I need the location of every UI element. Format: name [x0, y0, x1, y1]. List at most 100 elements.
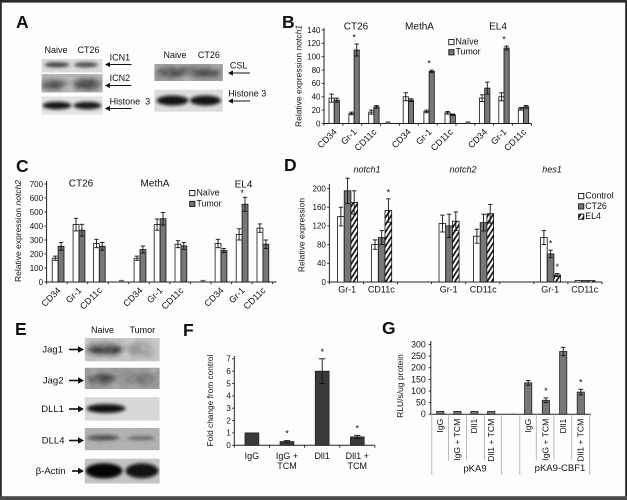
svg-text:IgG +: IgG + — [276, 451, 298, 461]
svg-text:notch1: notch1 — [353, 165, 380, 175]
svg-text:Relative expression notch1: Relative expression notch1 — [294, 25, 304, 127]
svg-text:notch2: notch2 — [449, 165, 476, 175]
svg-text:*: * — [502, 35, 506, 45]
svg-text:5: 5 — [226, 379, 231, 388]
svg-text:Jag2: Jag2 — [43, 376, 64, 387]
svg-text:250: 250 — [411, 351, 426, 361]
svg-text:*: * — [427, 59, 431, 69]
svg-text:*: * — [544, 386, 548, 396]
svg-text:40: 40 — [312, 93, 321, 102]
svg-text:CT26: CT26 — [198, 50, 220, 60]
svg-text:2: 2 — [226, 416, 231, 425]
svg-text:Dll1 + TCM: Dll1 + TCM — [576, 419, 586, 462]
svg-text:IgG + TCM: IgG + TCM — [541, 419, 551, 461]
svg-text:β-Actin: β-Actin — [36, 466, 66, 477]
svg-text:Gr-1: Gr-1 — [440, 285, 458, 295]
svg-text:G: G — [382, 318, 396, 338]
svg-text:100: 100 — [411, 386, 426, 396]
svg-text:300: 300 — [411, 340, 426, 350]
svg-text:200: 200 — [313, 184, 327, 193]
svg-text:Relative expression notch2: Relative expression notch2 — [13, 180, 23, 282]
svg-text:Dll1: Dll1 — [558, 418, 568, 433]
svg-text:150: 150 — [411, 374, 426, 384]
svg-text:Dll1: Dll1 — [314, 451, 330, 461]
svg-text:Naive: Naive — [91, 325, 114, 335]
svg-text:40: 40 — [317, 259, 326, 268]
svg-text:D: D — [284, 155, 297, 175]
svg-text:Dll1: Dll1 — [469, 418, 479, 433]
svg-text:100: 100 — [30, 264, 44, 273]
svg-text:*: * — [549, 239, 553, 249]
svg-text:*: * — [387, 187, 391, 197]
svg-text:DLL1: DLL1 — [41, 404, 64, 415]
svg-text:0: 0 — [316, 119, 321, 128]
svg-text:60: 60 — [312, 79, 321, 88]
svg-text:0: 0 — [226, 441, 231, 450]
svg-text:20: 20 — [312, 106, 321, 115]
svg-text:MethA: MethA — [141, 179, 170, 190]
svg-text:*: * — [320, 347, 324, 357]
svg-text:TCM: TCM — [277, 461, 297, 471]
svg-text:B: B — [282, 12, 295, 32]
svg-text:500: 500 — [30, 208, 44, 217]
svg-text:pKA9-CBF1: pKA9-CBF1 — [535, 463, 586, 474]
svg-text:CT26: CT26 — [344, 22, 369, 33]
svg-text:200: 200 — [411, 363, 426, 373]
svg-text:*: * — [356, 423, 360, 433]
svg-text:200: 200 — [30, 250, 44, 259]
svg-text:CSL: CSL — [230, 61, 248, 71]
svg-text:140: 140 — [307, 26, 321, 35]
svg-text:Histone 3: Histone 3 — [110, 97, 151, 107]
svg-text:IgG + TCM: IgG + TCM — [452, 419, 462, 461]
svg-text:80: 80 — [312, 66, 321, 75]
svg-text:0: 0 — [421, 409, 426, 419]
svg-text:EL4: EL4 — [585, 211, 601, 221]
svg-text:Tumor: Tumor — [456, 47, 481, 57]
svg-text:Tumor: Tumor — [130, 325, 156, 335]
svg-text:IgG: IgG — [523, 418, 533, 432]
svg-text:600: 600 — [30, 194, 44, 203]
svg-text:Naïve: Naïve — [456, 37, 479, 47]
svg-text:*: * — [285, 429, 289, 439]
svg-text:CD11c: CD11c — [470, 285, 497, 295]
svg-text:6: 6 — [226, 367, 231, 376]
svg-text:ICN2: ICN2 — [110, 73, 131, 83]
svg-text:*: * — [555, 262, 559, 272]
svg-text:TCM: TCM — [348, 461, 368, 471]
svg-text:CT26: CT26 — [585, 201, 607, 211]
svg-text:120: 120 — [307, 39, 321, 48]
svg-text:Gr-1: Gr-1 — [541, 285, 559, 295]
svg-text:ICN1: ICN1 — [110, 53, 131, 63]
svg-text:50: 50 — [416, 398, 426, 408]
svg-text:*: * — [579, 377, 583, 387]
svg-text:*: * — [352, 33, 356, 43]
svg-text:Naive: Naive — [45, 45, 68, 55]
svg-text:Naive: Naive — [164, 50, 187, 60]
svg-text:*: * — [240, 188, 244, 198]
svg-text:CD11c: CD11c — [571, 285, 598, 295]
svg-text:Gr-1: Gr-1 — [338, 285, 356, 295]
svg-text:Naïve: Naïve — [197, 188, 220, 198]
svg-text:CT26: CT26 — [69, 179, 94, 190]
svg-text:C: C — [16, 156, 29, 176]
svg-text:Tumor: Tumor — [197, 198, 222, 208]
svg-text:100: 100 — [307, 53, 321, 62]
svg-text:400: 400 — [30, 222, 44, 231]
svg-text:0: 0 — [321, 278, 326, 287]
svg-text:Control: Control — [585, 191, 613, 201]
svg-text:DLL4: DLL4 — [42, 436, 65, 447]
svg-text:EL4: EL4 — [235, 180, 253, 191]
svg-text:7: 7 — [226, 355, 231, 364]
svg-text:MethA: MethA — [405, 22, 434, 33]
svg-text:hes1: hes1 — [542, 165, 562, 175]
svg-text:Fold change from control: Fold change from control — [205, 354, 215, 446]
svg-text:CT26: CT26 — [78, 45, 100, 55]
svg-text:EL4: EL4 — [489, 22, 507, 33]
svg-text:80: 80 — [317, 240, 326, 249]
svg-text:F: F — [183, 320, 194, 340]
svg-text:A: A — [16, 12, 29, 32]
svg-text:Histone 3: Histone 3 — [228, 89, 266, 99]
svg-text:E: E — [15, 319, 27, 339]
svg-text:300: 300 — [30, 236, 44, 245]
svg-text:CD11c: CD11c — [368, 285, 395, 295]
